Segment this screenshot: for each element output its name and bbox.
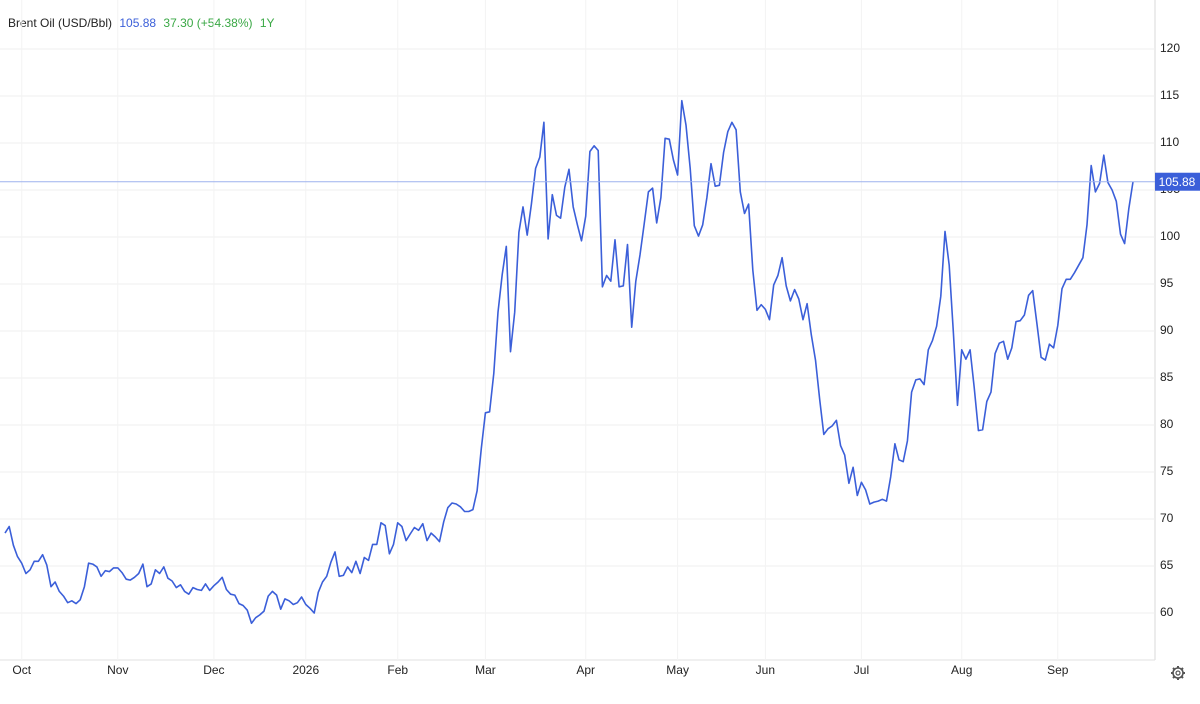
x-tick-label: Mar [475, 663, 496, 677]
y-tick-label: 95 [1160, 276, 1174, 290]
y-tick-label: 90 [1160, 323, 1174, 337]
x-tick-label: 2026 [292, 663, 319, 677]
y-tick-label: 110 [1160, 135, 1179, 149]
chart-header: Brent Oil (USD/Bbl) 105.88 37.30 (+54.38… [8, 16, 275, 30]
grid [0, 0, 1155, 660]
y-tick-label: 60 [1160, 605, 1174, 619]
gear-teeth [1171, 666, 1185, 680]
x-tick-label: Jul [854, 663, 869, 677]
x-tick-label: Apr [576, 663, 595, 677]
range: 1Y [260, 16, 275, 30]
gear-hub [1175, 670, 1181, 676]
last-price-badge [1155, 172, 1200, 191]
x-tick-label: May [666, 663, 689, 677]
y-tick-label: 120 [1160, 41, 1180, 55]
settings-icon[interactable] [1171, 666, 1185, 680]
chart-title: Brent Oil (USD/Bbl) [8, 16, 112, 30]
x-tick-label: Dec [203, 663, 224, 677]
price-change: 37.30 (+54.38%) [163, 16, 252, 30]
y-tick-label: 85 [1160, 370, 1174, 384]
x-tick-label: Aug [951, 663, 972, 677]
last-price-label: 105.88 [1159, 175, 1196, 189]
price-line [4, 99, 1134, 625]
x-tick-label: Nov [107, 663, 128, 677]
y-tick-label: 75 [1160, 464, 1174, 478]
y-tick-label: 115 [1160, 88, 1179, 102]
y-tick-label: 70 [1160, 511, 1174, 525]
x-tick-label: Oct [12, 663, 31, 677]
x-tick-label: Feb [387, 663, 408, 677]
x-tick-label: Sep [1047, 663, 1069, 677]
x-tick-label: Jun [756, 663, 775, 677]
last-price: 105.88 [119, 16, 156, 30]
y-tick-label: 65 [1160, 558, 1174, 572]
y-tick-label: 100 [1160, 229, 1180, 243]
y-tick-label: 80 [1160, 417, 1174, 431]
